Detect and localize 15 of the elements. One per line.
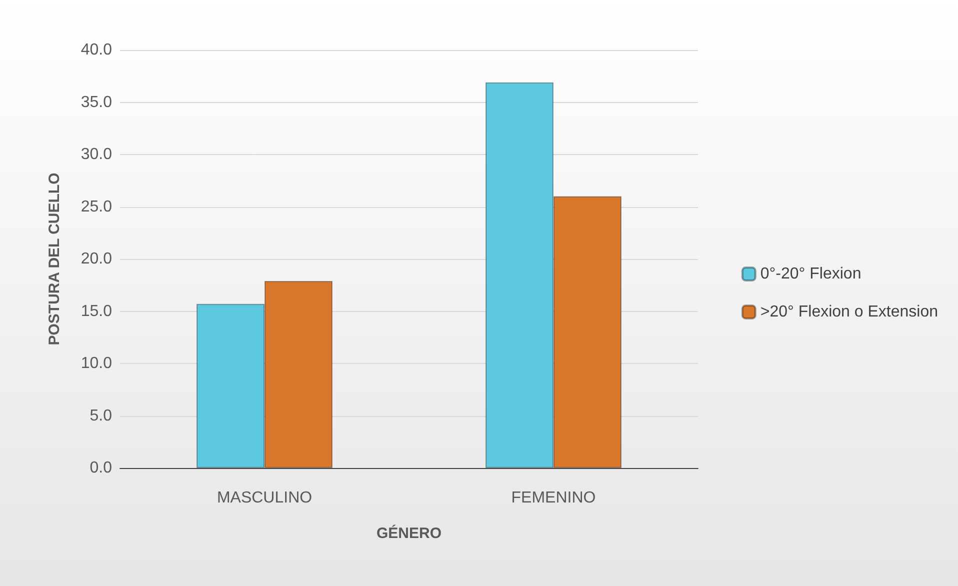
y-tick-label: 30.0	[80, 146, 112, 163]
x-axis-title: GÉNERO	[376, 524, 442, 542]
y-tick-label: 35.0	[80, 94, 112, 111]
legend-label: 0°-20° Flexion	[760, 266, 862, 282]
y-tick-label: 5.0	[90, 407, 112, 424]
y-tick-label: 0.0	[90, 460, 112, 476]
y-tick-label: 20.0	[80, 250, 112, 268]
y-tick-label: 25.0	[80, 198, 112, 216]
y-tick-label: 10.0	[80, 355, 112, 372]
x-tick-label: FEMENINO	[511, 490, 596, 506]
legend-label: >20° Flexion o Extension	[760, 304, 938, 320]
y-tick-label: 40.0	[80, 42, 112, 58]
x-tick-label: MASCULINO	[216, 490, 312, 506]
y-tick-label: 15.0	[80, 302, 112, 320]
y-axis-title: POSTURA DEL CUELLO	[46, 172, 63, 346]
